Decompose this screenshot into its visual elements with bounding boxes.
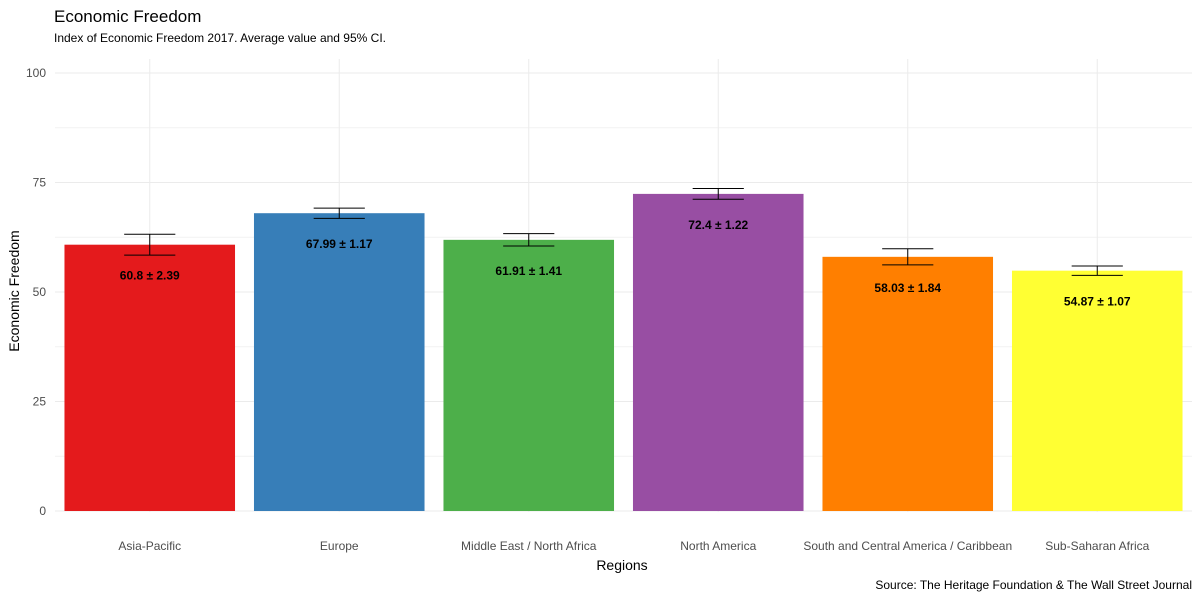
x-tick-label: North America bbox=[680, 539, 756, 553]
x-tick-label: Europe bbox=[320, 539, 359, 553]
bar bbox=[822, 256, 994, 511]
bar-value-label: 61.91 ± 1.41 bbox=[495, 264, 562, 278]
y-tick-label: 75 bbox=[33, 176, 47, 190]
bar-value-label: 58.03 ± 1.84 bbox=[874, 281, 941, 295]
y-tick-label: 100 bbox=[26, 66, 46, 80]
x-tick-label: Sub-Saharan Africa bbox=[1045, 539, 1149, 553]
x-axis-title: Regions bbox=[596, 557, 647, 573]
bar bbox=[1011, 270, 1183, 511]
bar bbox=[632, 193, 804, 511]
x-axis: Asia-Pacific Europe Middle East / North Af… bbox=[118, 539, 1149, 553]
bar-value-label: 72.4 ± 1.22 bbox=[688, 218, 748, 232]
chart-caption: Source: The Heritage Foundation & The Wa… bbox=[875, 578, 1192, 592]
chart-subtitle: Index of Economic Freedom 2017. Average … bbox=[54, 31, 386, 45]
bar bbox=[64, 244, 236, 512]
y-axis: 0 25 50 75 100 bbox=[26, 66, 46, 518]
y-axis-title: Economic Freedom bbox=[6, 230, 22, 351]
x-tick-label: Middle East / North Africa bbox=[461, 539, 597, 553]
bar-value-label: 60.8 ± 2.39 bbox=[120, 269, 180, 283]
y-tick-label: 50 bbox=[33, 285, 47, 299]
bar-value-label: 67.99 ± 1.17 bbox=[306, 237, 373, 251]
y-tick-label: 25 bbox=[33, 395, 47, 409]
y-tick-label: 0 bbox=[39, 504, 46, 518]
bar-value-label: 54.87 ± 1.07 bbox=[1064, 295, 1131, 309]
bars: 60.8 ± 2.39 67.99 ± 1.17 61.91 ± 1.41 72.4 … bbox=[64, 188, 1183, 512]
bar bbox=[443, 239, 615, 511]
x-tick-label: South and Central America / Caribbean bbox=[803, 539, 1012, 553]
chart-title: Economic Freedom bbox=[54, 7, 201, 26]
x-tick-label: Asia-Pacific bbox=[118, 539, 181, 553]
bar bbox=[253, 213, 425, 511]
